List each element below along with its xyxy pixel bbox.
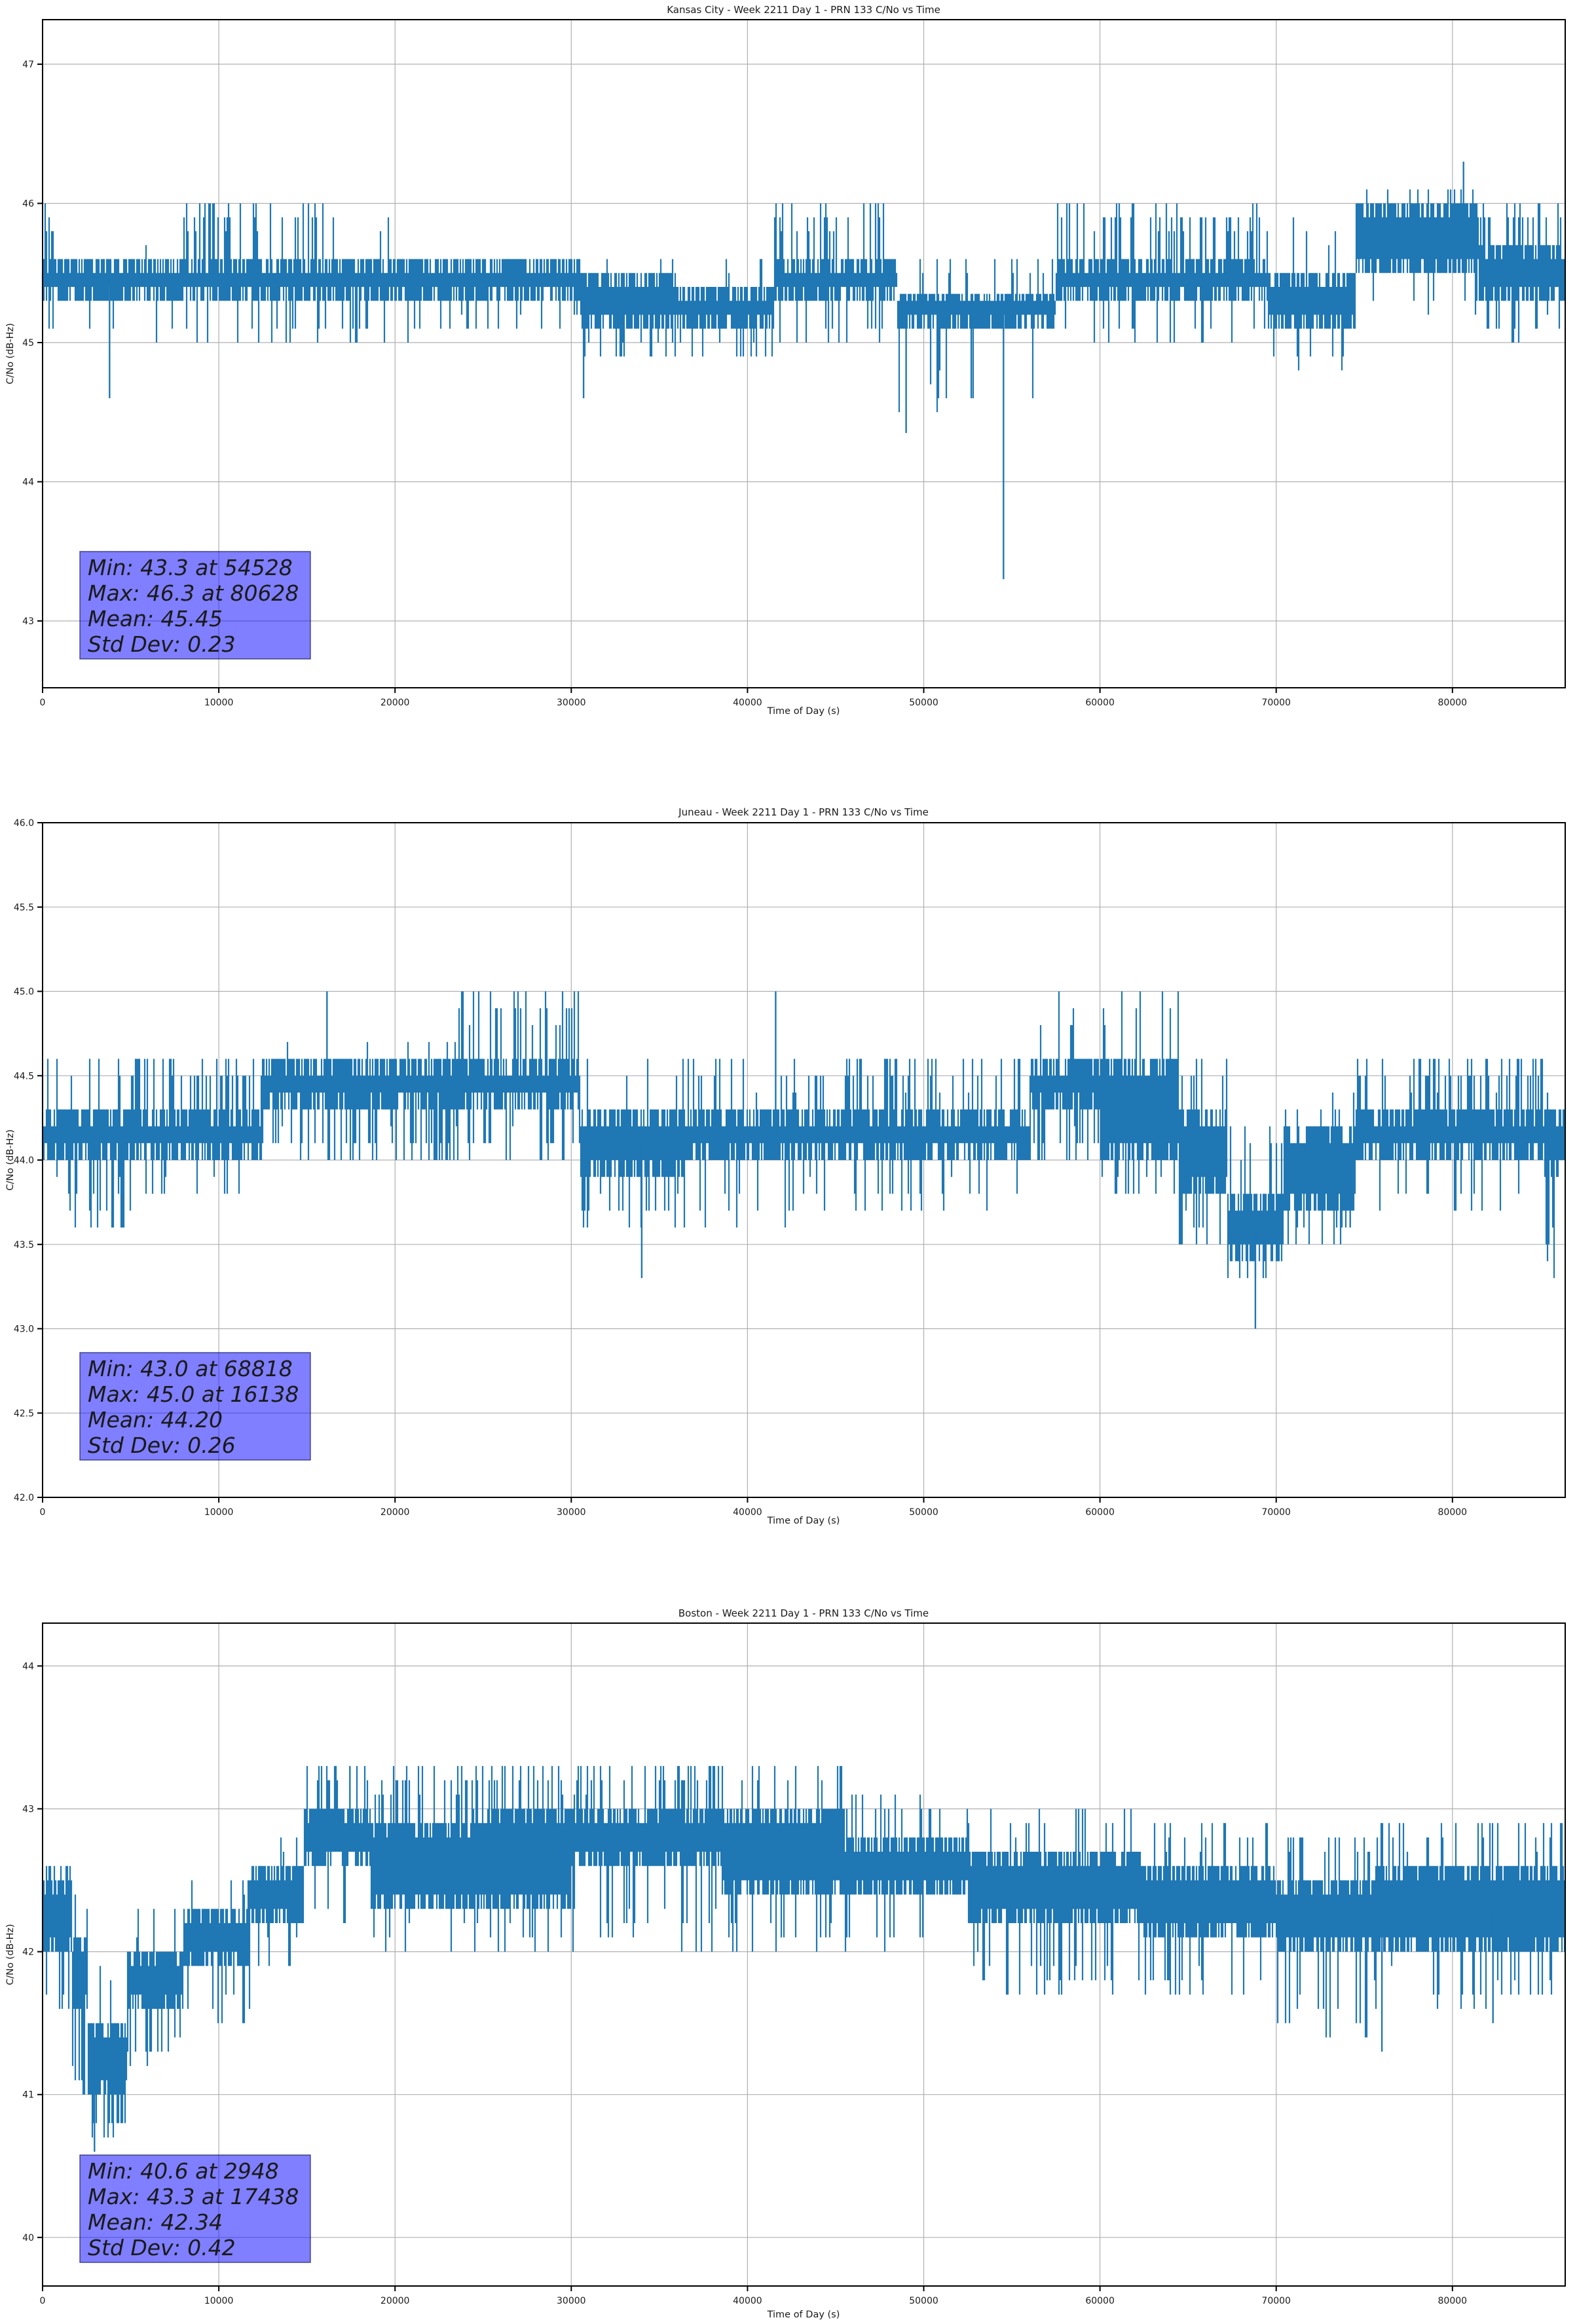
- stats-min: Min: 43.3 at 54528: [88, 555, 293, 580]
- x-tick-label: 10000: [204, 1507, 234, 1518]
- cno-time-series: [41, 189, 1566, 413]
- stats-min: Min: 43.0 at 68818: [88, 1356, 293, 1381]
- x-tick-label: 20000: [380, 2296, 410, 2306]
- axis-layer: 0 10000 20000 30000 40000 50000 60000 70000 8000…: [22, 19, 1566, 708]
- stats-annotation: Min: 40.6 at 2948 Max: 43.3 at 17438 Mea…: [79, 2154, 311, 2263]
- y-tick-label: 43: [22, 616, 34, 627]
- cno-time-series: [41, 991, 1566, 1279]
- x-tick-label: 0: [40, 1507, 46, 1518]
- x-tick-label: 20000: [380, 1507, 410, 1518]
- cno-trace-layer: [41, 161, 1566, 580]
- chart-title: Kansas City - Week 2211 Day 1 - PRN 133 …: [667, 4, 940, 16]
- x-tick-label: 50000: [909, 698, 938, 708]
- x-tick-label: 10000: [204, 2296, 234, 2306]
- y-tick-label: 44.0: [14, 1155, 34, 1166]
- x-axis-label: Time of Day (s): [767, 1516, 840, 1526]
- stats-mean: Mean: 45.45: [88, 606, 223, 631]
- stats-stddev: Std Dev: 0.42: [88, 2235, 236, 2260]
- chart-boston: 0 10000 20000 30000 40000 50000 60000 70000 8000…: [0, 1550, 1577, 2324]
- stats-box-background: [79, 551, 311, 660]
- x-tick-label: 30000: [557, 698, 586, 708]
- x-tick-label: 30000: [557, 2296, 586, 2306]
- stats-annotation: Min: 43.0 at 68818 Max: 45.0 at 16138 Me…: [79, 1352, 311, 1461]
- y-axis-label: C/No (dB-Hz): [5, 1129, 16, 1191]
- y-tick-label: 44: [22, 1661, 34, 1672]
- stats-max: Max: 46.3 at 80628: [88, 580, 299, 606]
- y-tick-label: 41: [22, 2090, 34, 2101]
- y-tick-label: 45.5: [14, 903, 34, 913]
- y-tick-label: 42.5: [14, 1408, 34, 1419]
- y-tick-label: 40: [22, 2233, 34, 2243]
- x-tick-label: 60000: [1085, 698, 1115, 708]
- plot-border: [42, 1622, 1566, 2287]
- stats-min: Min: 40.6 at 2948: [88, 2158, 279, 2184]
- stats-mean: Mean: 42.34: [88, 2209, 223, 2235]
- stats-annotation: Min: 43.3 at 54528 Max: 46.3 at 80628 Me…: [79, 551, 311, 660]
- stats-max: Max: 43.3 at 17438: [88, 2184, 299, 2209]
- y-tick-label: 46: [22, 199, 34, 210]
- y-tick-label: 44: [22, 478, 34, 488]
- chart-title: Boston - Week 2211 Day 1 - PRN 133 C/No …: [678, 1607, 929, 1619]
- y-axis-label: C/No (dB-Hz): [5, 323, 16, 384]
- x-tick-label: 40000: [733, 2296, 762, 2306]
- stats-box-background: [79, 2154, 311, 2263]
- axis-layer: 0 10000 20000 30000 40000 50000 60000 70000 8000…: [22, 1622, 1566, 2306]
- x-axis-label: Time of Day (s): [767, 2310, 840, 2320]
- y-tick-label: 43: [22, 1805, 34, 1815]
- y-tick-label: 46.0: [14, 818, 34, 829]
- y-tick-label: 47: [22, 60, 34, 70]
- x-tick-label: 80000: [1438, 1507, 1468, 1518]
- stats-stddev: Std Dev: 0.23: [88, 631, 236, 657]
- x-tick-label: 50000: [909, 2296, 938, 2306]
- stats-box-background: [79, 1352, 311, 1461]
- plot-border: [42, 19, 1566, 688]
- x-tick-label: 70000: [1261, 698, 1291, 708]
- x-tick-label: 40000: [733, 1507, 762, 1518]
- x-tick-label: 20000: [380, 698, 410, 708]
- y-tick-label: 45: [22, 338, 34, 348]
- x-tick-label: 60000: [1085, 2296, 1115, 2306]
- chart-title: Juneau - Week 2211 Day 1 - PRN 133 C/No …: [678, 806, 929, 818]
- x-tick-label: 70000: [1261, 1507, 1291, 1518]
- cno-trace-layer: [41, 1766, 1566, 2152]
- x-tick-label: 0: [40, 698, 46, 708]
- x-tick-label: 80000: [1438, 2296, 1468, 2306]
- stats-max: Max: 45.0 at 16138: [88, 1381, 299, 1407]
- y-tick-label: 45.0: [14, 987, 34, 998]
- x-tick-label: 60000: [1085, 1507, 1115, 1518]
- chart-juneau: 0 10000 20000 30000 40000 50000 60000 70000 8000…: [0, 775, 1577, 1550]
- axis-layer: 0 10000 20000 30000 40000 50000 60000 70000 8000…: [14, 818, 1566, 1518]
- y-tick-label: 42.0: [14, 1493, 34, 1503]
- juneau-plot-svg: 0 10000 20000 30000 40000 50000 60000 70000 8000…: [5, 806, 1566, 1526]
- y-tick-label: 43.0: [14, 1324, 34, 1335]
- x-tick-label: 80000: [1438, 698, 1468, 708]
- x-tick-label: 70000: [1261, 2296, 1291, 2306]
- x-tick-label: 0: [40, 2296, 46, 2306]
- chart-kansas-city: 0 10000 20000 30000 40000 50000 60000 70000 8000…: [0, 0, 1577, 775]
- x-tick-label: 30000: [557, 1507, 586, 1518]
- x-axis-label: Time of Day (s): [767, 706, 840, 717]
- kansas-city-plot-svg: 0 10000 20000 30000 40000 50000 60000 70000 8000…: [5, 4, 1566, 717]
- stats-stddev: Std Dev: 0.26: [88, 1433, 236, 1458]
- x-tick-label: 10000: [204, 698, 234, 708]
- y-tick-label: 43.5: [14, 1240, 34, 1250]
- x-tick-label: 50000: [909, 1507, 938, 1518]
- stats-mean: Mean: 44.20: [88, 1407, 223, 1433]
- boston-plot-svg: 0 10000 20000 30000 40000 50000 60000 70000 8000…: [5, 1607, 1566, 2320]
- y-tick-label: 42: [22, 1947, 34, 1958]
- y-axis-label: C/No (dB-Hz): [5, 1924, 16, 1985]
- x-tick-label: 40000: [733, 698, 762, 708]
- y-tick-label: 44.5: [14, 1071, 34, 1081]
